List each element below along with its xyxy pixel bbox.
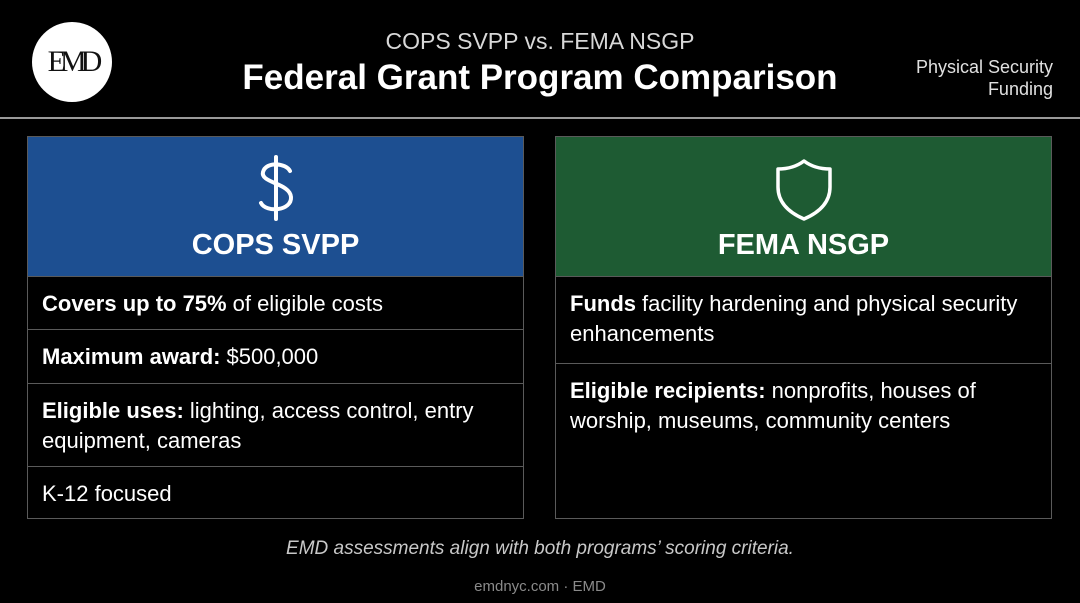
row: Covers up to 75% of eligible costs	[28, 276, 523, 329]
row-label: Funds	[570, 291, 636, 316]
row-text: $500,000	[226, 344, 319, 369]
row-text: K-12 focused	[42, 481, 172, 506]
row-text: of eligible costs	[232, 291, 384, 316]
row-label: Covers up to 75%	[42, 291, 227, 316]
card-header: COPS SVPP	[28, 137, 523, 276]
card-title: COPS SVPP	[191, 229, 360, 261]
row-text: nonprofits, houses of worship, museums, …	[570, 378, 976, 433]
card: FEMA NSGP Funds facility hardening and ph…	[555, 136, 1052, 519]
row-text: lighting, access control, entry equipmen…	[42, 398, 474, 453]
row-text: facility hardening and physical security…	[570, 291, 1018, 346]
row-label: Maximum award:	[42, 344, 221, 369]
row: Eligible recipients: nonprofits, houses o…	[556, 363, 1051, 518]
dollar-icon	[258, 155, 293, 221]
row: Funds facility hardening and physical sec…	[556, 276, 1051, 363]
title: Federal Grant Program Comparison	[242, 58, 838, 97]
tag: Physical Security Funding	[915, 57, 1053, 99]
credit: emdnyc.com · EMD	[474, 578, 606, 595]
footnote: EMD assessments align with both programs…	[286, 538, 794, 559]
divider	[0, 117, 1080, 119]
row-label: Eligible uses:	[42, 398, 184, 423]
logo: EMD	[32, 22, 112, 102]
row: Eligible uses: lighting, access control, …	[28, 383, 523, 466]
subtitle: COPS SVPP vs. FEMA NSGP	[385, 28, 695, 54]
card-title: FEMA NSGP	[717, 229, 890, 261]
card: COPS SVPP Covers up to 75% of eligible co…	[27, 136, 524, 519]
card-header: FEMA NSGP	[556, 137, 1051, 276]
row: Maximum award: $500,000	[28, 329, 523, 383]
shield-icon	[775, 159, 832, 221]
row: K-12 focused	[28, 466, 523, 518]
row-label: Eligible recipients:	[570, 378, 766, 403]
